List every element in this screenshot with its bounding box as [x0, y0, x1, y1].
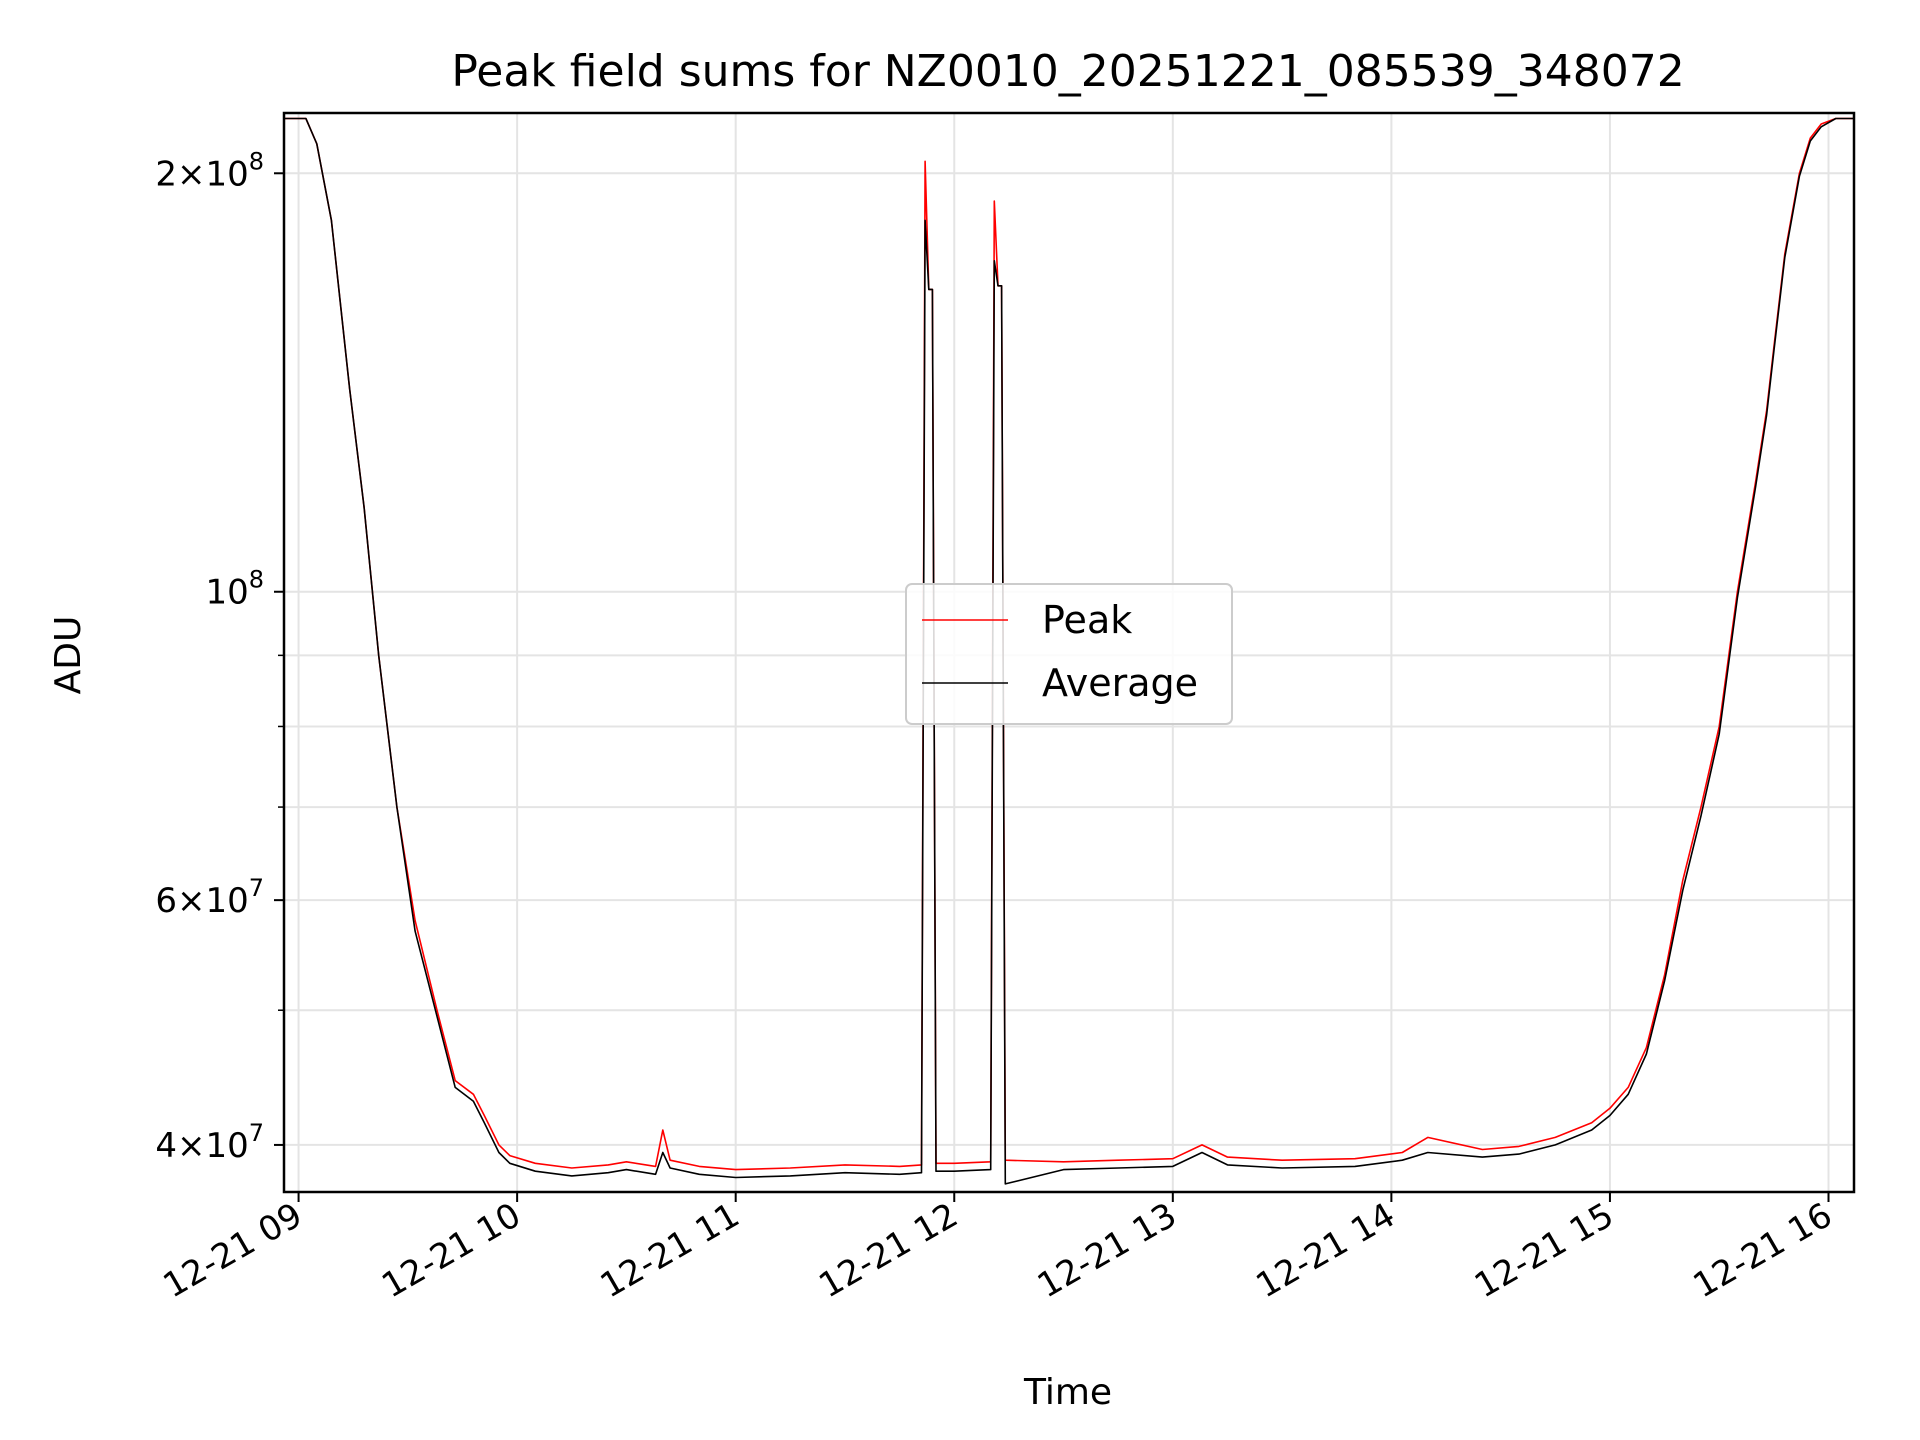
x-tick-label: 12-21 12 [812, 1195, 964, 1306]
y-tick-label: 4×107 [155, 1119, 264, 1166]
y-tick-label: 108 [205, 566, 264, 613]
chart-title: Peak field sums for NZ0010_20251221_0855… [451, 46, 1684, 97]
legend-label-peak: Peak [1042, 598, 1132, 642]
x-tick-label: 12-21 11 [594, 1195, 746, 1306]
y-axis-label: ADU [48, 616, 89, 695]
x-tick-label: 12-21 13 [1031, 1195, 1183, 1306]
y-tick-label: 6×107 [155, 874, 264, 921]
y-tick-label: 2×108 [155, 147, 264, 194]
legend-label-average: Average [1042, 661, 1198, 705]
plot-frame [282, 111, 1856, 1194]
x-tick-label: 12-21 09 [157, 1195, 309, 1306]
x-tick-label: 12-21 10 [375, 1195, 527, 1306]
legend: Peak Average [905, 583, 1233, 725]
x-tick-label: 12-21 14 [1249, 1195, 1401, 1306]
x-axis-ticks: 12-21 09 12-21 10 12-21 11 12-21 12 12-21 13… [157, 1192, 1839, 1306]
x-tick-label: 12-21 16 [1687, 1195, 1839, 1306]
x-tick-label: 12-21 15 [1468, 1195, 1620, 1306]
x-axis-label: Time [1023, 1372, 1112, 1413]
y-axis-ticks: 2×108 108 6×107 4×107 [155, 147, 284, 1166]
legend-box [905, 583, 1233, 725]
